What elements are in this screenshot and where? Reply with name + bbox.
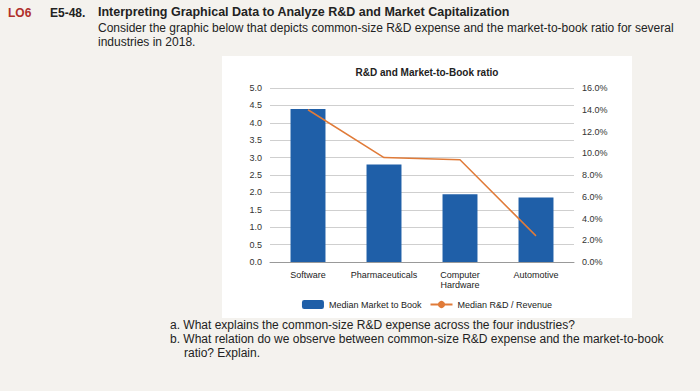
svg-text:0.0%: 0.0% (582, 257, 603, 267)
svg-text:0.5: 0.5 (249, 240, 262, 250)
svg-text:3.0: 3.0 (249, 153, 262, 163)
svg-text:5.0: 5.0 (249, 83, 262, 93)
svg-text:0.0: 0.0 (249, 257, 262, 267)
svg-text:12.0%: 12.0% (582, 127, 608, 137)
svg-text:Median R&D / Revenue: Median R&D / Revenue (457, 300, 552, 310)
svg-text:Software: Software (290, 270, 326, 280)
svg-text:14.0%: 14.0% (582, 105, 608, 115)
svg-text:2.0%: 2.0% (582, 235, 603, 245)
svg-text:2.0: 2.0 (249, 187, 262, 197)
svg-text:Computer: Computer (440, 270, 480, 280)
svg-text:2.5: 2.5 (249, 170, 262, 180)
svg-text:10.0%: 10.0% (582, 148, 608, 158)
html-text:a. What explains the common-si: a. What explains the common-size R&D exp… (170, 318, 575, 332)
svg-text:R&D and Market-to-Book ratio: R&D and Market-to-Book ratio (356, 67, 499, 78)
svg-text:Automotive: Automotive (513, 270, 558, 280)
svg-text:4.0%: 4.0% (582, 214, 603, 224)
svg-text:6.0%: 6.0% (582, 192, 603, 202)
html-text:Interpreting Graphical Data to: Interpreting Graphical Data to Analyze R… (98, 5, 510, 19)
svg-text:Hardware: Hardware (440, 280, 479, 290)
svg-text:4.0: 4.0 (249, 118, 262, 128)
svg-text:16.0%: 16.0% (582, 83, 608, 93)
svg-text:3.5: 3.5 (249, 135, 262, 145)
html-text:b. What relation do we observe: b. What relation do we observe between c… (170, 332, 664, 360)
html-text:E5-48.: E5-48. (50, 6, 86, 20)
html-text:LO6: LO6 (8, 6, 32, 20)
html-text:Consider the graphic below tha: Consider the graphic below that depicts … (98, 21, 674, 49)
svg-text:1.5: 1.5 (249, 205, 262, 215)
svg-text:Median Market to Book: Median Market to Book (329, 300, 422, 310)
svg-text:Pharmaceuticals: Pharmaceuticals (351, 270, 418, 280)
svg-text:8.0%: 8.0% (582, 170, 603, 180)
svg-text:1.0: 1.0 (249, 222, 262, 232)
svg-text:4.5: 4.5 (249, 100, 262, 110)
